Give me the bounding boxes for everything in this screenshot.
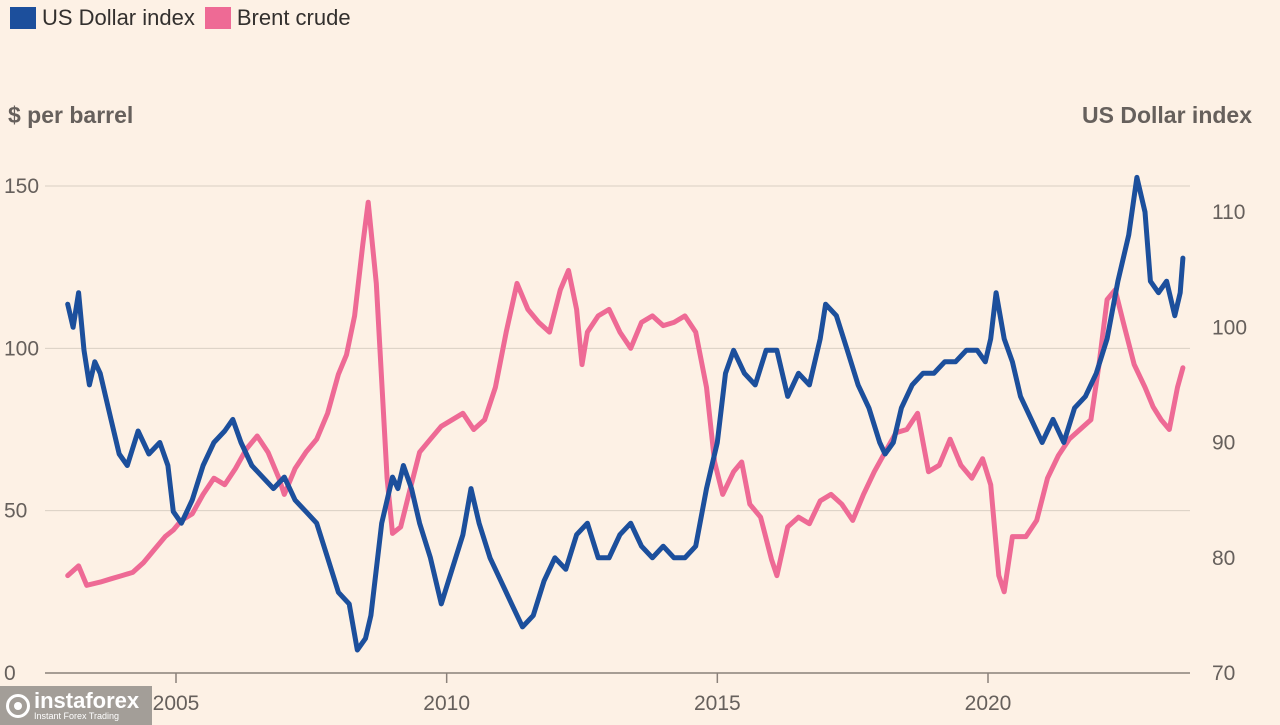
y-tick-label-right: 90	[1212, 432, 1235, 455]
y-tick-label-right: 80	[1212, 547, 1235, 570]
y-tick-label-left: 150	[4, 175, 39, 198]
x-tick-label: 2020	[965, 692, 1012, 715]
y-tick-label-right: 110	[1212, 201, 1245, 224]
y-tick-label-left: 50	[4, 500, 27, 523]
y-tick-label-left: 100	[4, 337, 39, 360]
right-axis-title: US Dollar index	[1082, 102, 1252, 128]
left-axis-title: $ per barrel	[8, 102, 134, 128]
y-tick-label-right: 70	[1212, 662, 1235, 685]
legend-swatch-brent	[204, 7, 231, 29]
x-tick-label: 2010	[423, 692, 470, 715]
instaforex-logo-icon	[6, 693, 30, 718]
series-line-brent-crude	[65, 199, 1186, 595]
x-tick-label: 2005	[153, 692, 200, 715]
x-tick-label: 2015	[694, 692, 741, 715]
legend-swatch-usd	[10, 7, 36, 29]
watermark-tagline: Instant Forex Trading	[34, 711, 120, 721]
chart-legend: US Dollar index Brent crude	[10, 5, 361, 31]
y-tick-label-left: 0	[4, 662, 16, 685]
y-tick-label-right: 100	[1212, 316, 1247, 339]
legend-item-usd: US Dollar index	[10, 5, 195, 31]
watermark-brand: instaforex	[34, 688, 140, 713]
legend-label-usd: US Dollar index	[42, 5, 195, 30]
legend-item-brent: Brent crude	[204, 5, 351, 31]
watermark: instaforex Instant Forex Trading	[0, 686, 152, 725]
legend-label-brent: Brent crude	[236, 5, 351, 30]
series-line-us-dollar-index	[65, 174, 1186, 653]
